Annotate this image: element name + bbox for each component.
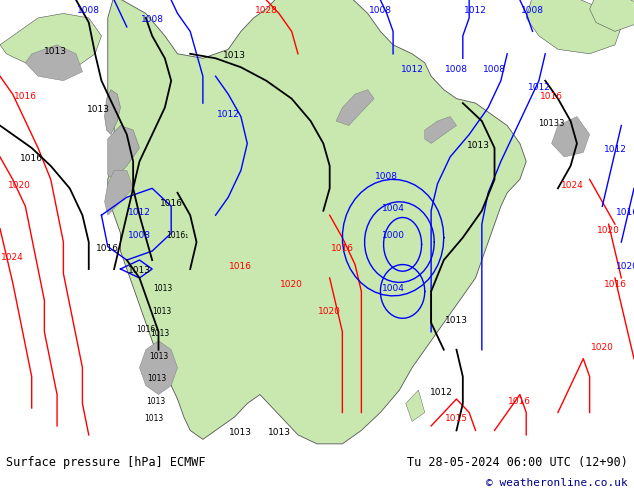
Text: 1013: 1013 xyxy=(146,396,165,406)
Text: 1013: 1013 xyxy=(445,316,468,325)
Text: 1004: 1004 xyxy=(382,204,404,213)
Text: 1008: 1008 xyxy=(483,65,506,74)
Text: 1008: 1008 xyxy=(445,65,468,74)
Text: 1016: 1016 xyxy=(136,325,155,334)
Polygon shape xyxy=(0,13,101,72)
Text: 1013: 1013 xyxy=(87,105,110,114)
Text: 1013: 1013 xyxy=(230,428,252,437)
Text: 1016: 1016 xyxy=(604,280,626,289)
Text: 1020: 1020 xyxy=(280,280,303,289)
Text: 1020: 1020 xyxy=(318,307,341,316)
Polygon shape xyxy=(108,125,139,179)
Text: 1020: 1020 xyxy=(616,262,634,271)
Text: 1013: 1013 xyxy=(153,284,173,294)
Text: 1008: 1008 xyxy=(369,6,392,16)
Polygon shape xyxy=(425,117,456,144)
Text: 1024: 1024 xyxy=(560,181,583,190)
Text: 1013: 1013 xyxy=(467,141,490,150)
Text: 1008: 1008 xyxy=(128,231,151,240)
Text: 1008: 1008 xyxy=(141,15,164,24)
Text: 1016₁: 1016₁ xyxy=(166,231,189,240)
Text: 1012: 1012 xyxy=(430,388,453,396)
Polygon shape xyxy=(105,90,120,135)
Text: 1013: 1013 xyxy=(128,267,151,275)
Text: 1004: 1004 xyxy=(382,284,404,294)
Text: 1016: 1016 xyxy=(14,92,37,100)
Text: 1016: 1016 xyxy=(230,262,252,271)
Polygon shape xyxy=(336,90,374,125)
Text: 1015: 1015 xyxy=(445,415,468,423)
Polygon shape xyxy=(105,171,133,215)
Text: 1020: 1020 xyxy=(591,343,614,352)
Text: 1020: 1020 xyxy=(597,226,620,235)
Text: 1020: 1020 xyxy=(8,181,30,190)
Polygon shape xyxy=(108,0,526,444)
Text: 1013: 1013 xyxy=(149,352,168,361)
Text: 1016: 1016 xyxy=(508,396,531,406)
Text: 1012: 1012 xyxy=(604,146,626,154)
Text: 1016: 1016 xyxy=(616,208,634,217)
Text: 1013: 1013 xyxy=(150,329,170,338)
Text: 1012: 1012 xyxy=(401,65,424,74)
Polygon shape xyxy=(552,117,590,157)
Text: © weatheronline.co.uk: © weatheronline.co.uk xyxy=(486,477,628,488)
Text: 1016: 1016 xyxy=(20,154,43,163)
Text: Tu 28-05-2024 06:00 UTC (12+90): Tu 28-05-2024 06:00 UTC (12+90) xyxy=(407,456,628,469)
Text: 1012: 1012 xyxy=(527,83,550,92)
Text: 1000: 1000 xyxy=(382,231,404,240)
Text: 1013: 1013 xyxy=(152,307,171,316)
Text: 1008: 1008 xyxy=(77,6,100,16)
Text: 1016: 1016 xyxy=(96,244,119,253)
Text: 1013: 1013 xyxy=(223,51,246,60)
Text: 1008: 1008 xyxy=(521,6,544,16)
Polygon shape xyxy=(590,0,634,31)
Text: 1016: 1016 xyxy=(540,92,563,100)
Text: 1016: 1016 xyxy=(160,199,183,208)
Text: 1013: 1013 xyxy=(44,47,67,56)
Text: Surface pressure [hPa] ECMWF: Surface pressure [hPa] ECMWF xyxy=(6,456,206,469)
Text: 1016: 1016 xyxy=(331,244,354,253)
Polygon shape xyxy=(406,390,425,421)
Text: 1012: 1012 xyxy=(217,110,240,119)
Text: 1012: 1012 xyxy=(128,208,151,217)
Text: 10133: 10133 xyxy=(538,119,565,127)
Text: 1008: 1008 xyxy=(375,172,398,181)
Text: 1028: 1028 xyxy=(255,6,278,16)
Polygon shape xyxy=(25,45,82,81)
Text: 1013: 1013 xyxy=(147,374,167,383)
Polygon shape xyxy=(139,341,178,394)
Text: 1024: 1024 xyxy=(1,253,24,262)
Text: 1012: 1012 xyxy=(464,6,487,16)
Text: 1013: 1013 xyxy=(268,428,290,437)
Polygon shape xyxy=(526,0,621,54)
Text: 1013: 1013 xyxy=(145,415,164,423)
